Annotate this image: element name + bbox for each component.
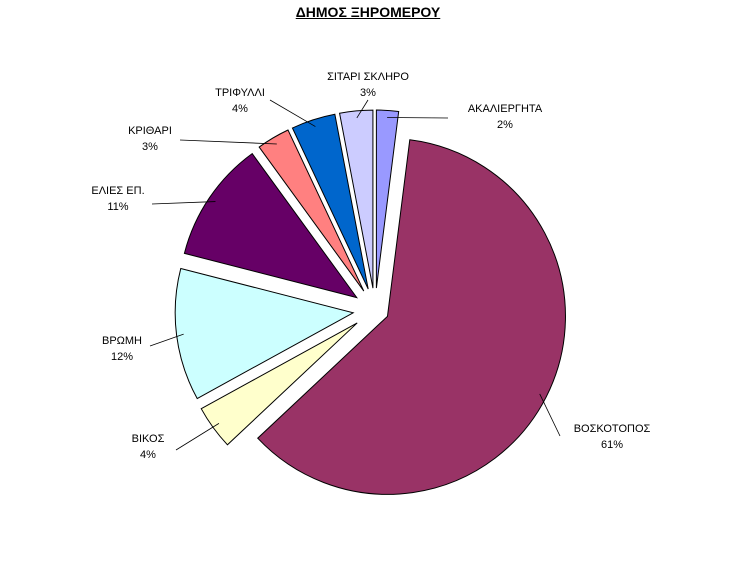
slice-percent-8: 3% [360, 87, 376, 99]
leader-line-6 [179, 139, 277, 145]
slice-label-8: ΣΙΤΑΡΙ ΣΚΛΗΡΟ [327, 71, 409, 83]
pie-slice-8 [338, 109, 374, 289]
chart-title: ΔΗΜΟΣ ΞΗΡΟΜΕΡΟΥ [295, 4, 441, 20]
slice-label-6: ΚΡΙΘΑΡΙ [128, 125, 172, 137]
leader-line-3 [175, 423, 220, 451]
leader-line-4 [149, 333, 184, 347]
slice-percent-1: 2% [497, 119, 513, 131]
slice-label-1: ΑΚΑΛΙΕΡΓΗΤΑ [468, 103, 543, 115]
pie-slice-6 [258, 129, 365, 292]
pie-slice-1 [375, 109, 400, 289]
slice-label-5: ΕΛΙΕΣ ΕΠ. [91, 185, 144, 197]
slice-label-2: ΒΟΣΚΟΤΟΠΟΣ [574, 423, 651, 435]
pie-slice-3 [200, 322, 358, 446]
leader-line-8 [356, 99, 369, 119]
leader-line-5 [151, 201, 216, 205]
leader-line-7 [269, 99, 316, 127]
slice-percent-6: 3% [142, 141, 158, 153]
slice-percent-2: 61% [601, 439, 623, 451]
slice-label-3: ΒΙΚΟΣ [132, 433, 165, 445]
slice-percent-3: 4% [140, 449, 156, 461]
slice-label-4: ΒΡΩΜΗ [102, 335, 142, 347]
pie-slice-7 [291, 113, 369, 290]
slice-label-7: ΤΡΙΦΥΛΛΙ [215, 87, 265, 99]
slice-percent-4: 12% [111, 351, 133, 363]
pie-slice-5 [183, 152, 359, 299]
slice-percent-7: 4% [232, 103, 248, 115]
slice-percent-5: 11% [107, 201, 128, 213]
leader-line-2 [539, 393, 561, 437]
pie-slice-4 [174, 267, 355, 400]
pie-slice-2 [257, 139, 566, 495]
